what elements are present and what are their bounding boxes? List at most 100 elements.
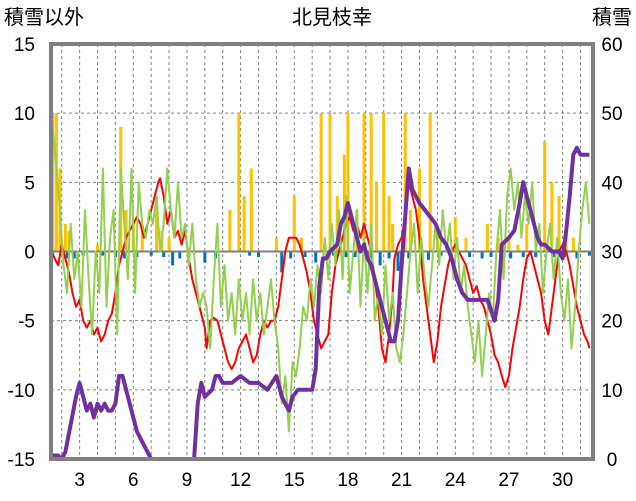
snowfall_change-bar: [72, 251, 76, 259]
precipitation-bar: [382, 113, 386, 252]
precipitation-bar: [453, 216, 457, 252]
snowfall_change-bar: [203, 251, 207, 263]
precipitation-bar: [292, 196, 296, 252]
x-tick-label: 21: [391, 470, 412, 491]
precipitation-bar: [387, 196, 391, 252]
left-tick-label: 5: [24, 173, 35, 194]
precipitation-bar: [391, 223, 395, 252]
snowfall_change-bar: [509, 251, 513, 259]
precipitation-bar: [328, 113, 332, 252]
x-tick-label: 15: [284, 470, 305, 491]
snowfall_change-bar: [248, 251, 252, 256]
snowfall_change-bar: [552, 251, 556, 258]
x-tick-label: 18: [337, 470, 358, 491]
precipitation-bar: [140, 230, 144, 252]
right-tick-label: 20: [601, 312, 622, 333]
precipitation-bar: [242, 196, 246, 252]
precipitation-bar: [346, 113, 350, 252]
x-tick-label: 27: [498, 470, 519, 491]
precipitation-bar: [54, 113, 58, 252]
left-tick-label: 0: [24, 243, 35, 264]
plot-frame: [49, 42, 595, 461]
left-axis-label: 積雪以外: [4, 6, 84, 29]
snowfall_change-bar: [162, 251, 166, 258]
x-tick-label: 9: [182, 470, 193, 491]
right-tick-label: 30: [601, 243, 622, 264]
precipitation-bar: [464, 237, 468, 252]
snowfall_change-bar: [575, 251, 579, 259]
snowfall_change-bar: [534, 251, 538, 258]
right-tick-label: 50: [601, 104, 622, 125]
precipitation-bar: [557, 196, 561, 252]
precipitation-bar: [496, 237, 500, 252]
snowfall_change-bar: [489, 251, 493, 258]
right-tick-label: 0: [607, 450, 618, 471]
snowfall_change-bar: [468, 251, 472, 258]
snowfall_change-bar: [122, 251, 126, 259]
precipitation-bar: [507, 237, 511, 252]
left-tick-label: -5: [18, 312, 35, 333]
precipitation-bar: [428, 113, 432, 252]
snowfall_change-bar: [289, 251, 293, 259]
precipitation-bar: [319, 113, 323, 252]
precipitation-bar: [155, 196, 159, 252]
left-tick-label: 15: [14, 35, 35, 56]
snowfall_change-bar: [387, 251, 391, 259]
left-tick-label: 10: [14, 104, 35, 125]
precipitation-bar: [249, 168, 253, 252]
precipitation-bar: [369, 113, 373, 252]
precipitation-bar: [362, 113, 366, 252]
snowfall_change-bar: [396, 251, 400, 271]
right-tick-label: 40: [601, 173, 622, 194]
x-tick-label: 6: [128, 470, 139, 491]
snowfall_change-bar: [439, 251, 443, 256]
precipitation-bar: [403, 113, 407, 252]
right-axis-label: 積雪: [592, 6, 632, 29]
snowfall_change-bar: [344, 251, 348, 258]
precipitation-bar: [63, 223, 67, 252]
temperature-line: [50, 177, 591, 389]
x-tick-label: 12: [230, 470, 251, 491]
precipitation-bar: [417, 168, 421, 252]
snow_depth-line: [51, 145, 590, 461]
snowfall_change-bar: [256, 251, 260, 258]
chart-title: 北見枝幸: [292, 6, 372, 29]
right-tick-label: 10: [601, 381, 622, 402]
snowfall_change-bar: [280, 251, 284, 273]
snowfall_change-bar: [171, 251, 175, 266]
precipitation-bar: [571, 237, 575, 252]
snowfall_change-bar: [353, 251, 357, 258]
precipitation-bar: [516, 244, 520, 252]
snowfall_change-bar: [587, 251, 591, 256]
precipitation-bar: [96, 244, 100, 252]
precipitation-bar: [525, 223, 529, 252]
snowfall_change-bar: [178, 251, 182, 259]
snowfall_change-bar: [521, 251, 525, 258]
snowfall_change-bar: [378, 251, 382, 266]
snowfall_change-bar: [407, 251, 411, 259]
snowfall_change-bar: [303, 251, 307, 258]
precipitation-bar: [228, 210, 232, 252]
x-tick-label: 24: [445, 470, 467, 491]
precipitation-bar: [237, 113, 241, 252]
snowfall_change-bar: [426, 251, 430, 260]
precipitation-bar: [124, 210, 128, 252]
left-tick-label: -15: [8, 450, 35, 471]
precipitation-bar: [543, 140, 547, 252]
snowfall_change-bar: [65, 251, 69, 259]
precipitation-bar: [485, 223, 489, 252]
precipitation-bar: [299, 237, 303, 252]
right-tick-label: 60: [601, 35, 622, 56]
precipitation-bar: [550, 182, 554, 252]
precipitation-bar: [342, 154, 346, 252]
snowfall_change-bar: [101, 251, 105, 256]
precipitation-bar: [409, 210, 413, 252]
x-tick-label: 3: [74, 470, 85, 491]
snowfall_change-bar: [314, 251, 318, 263]
left-tick-label: -10: [8, 381, 35, 402]
precipitation-bar: [375, 182, 379, 252]
snowfall_change-bar: [149, 251, 153, 256]
snowfall_change-bar: [480, 251, 484, 259]
